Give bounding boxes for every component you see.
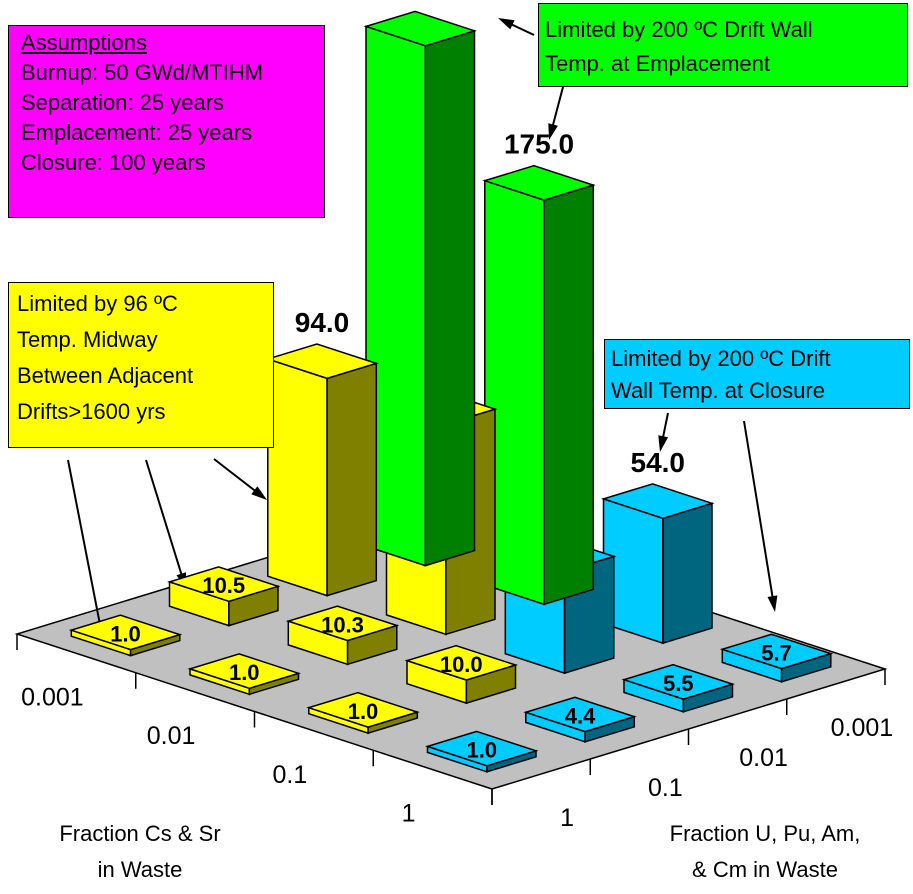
y-axis-tick-label: 0.01 bbox=[739, 744, 788, 772]
annotation-closure-line: Limited by 200 ºC Drift bbox=[611, 346, 831, 371]
bar: 1.0 bbox=[306, 691, 420, 735]
bar: 4.4 bbox=[523, 696, 637, 743]
bar-value-label: 94.0 bbox=[295, 307, 350, 338]
bar: 5.5 bbox=[621, 663, 735, 713]
annotation-arrow bbox=[67, 459, 103, 635]
assumptions-heading: Assumptions bbox=[21, 30, 147, 55]
bar: 5.7 bbox=[719, 633, 834, 683]
bar-value-label: 175.0 bbox=[504, 129, 574, 160]
bar-top-face bbox=[285, 605, 400, 642]
bar-right-face bbox=[662, 502, 713, 645]
annotation-arrow bbox=[743, 420, 775, 602]
bar-value-label: 4.4 bbox=[565, 703, 596, 728]
annotation-96c-line: Limited by 96 ºC bbox=[17, 291, 178, 316]
bar-top-face bbox=[482, 164, 596, 201]
x-axis-title-line: Fraction Cs & Sr bbox=[59, 821, 221, 846]
annotation-arrowhead bbox=[548, 123, 558, 140]
bar-top-face bbox=[719, 633, 834, 670]
bar-top-face bbox=[404, 644, 518, 681]
x-axis-tick-label: 0.001 bbox=[21, 683, 84, 711]
bar-value-label: 5.7 bbox=[761, 640, 792, 665]
bar: 1.0 bbox=[425, 730, 539, 773]
bar-top-face bbox=[265, 343, 379, 380]
y-axis-title-line: & Cm in Waste bbox=[692, 857, 838, 882]
bar-value-label: 10.5 bbox=[202, 573, 245, 598]
bar-top-face bbox=[306, 691, 420, 728]
x-axis-tick-label: 0.1 bbox=[272, 761, 307, 789]
bar: 54.0 bbox=[601, 447, 715, 645]
bar: 1.0 bbox=[68, 614, 183, 657]
bar-left-face bbox=[267, 357, 328, 597]
bar: 10.5 bbox=[167, 566, 281, 627]
bar-value-label: 10.3 bbox=[321, 612, 364, 637]
bar-value-label: 1.0 bbox=[110, 621, 141, 646]
annotation-arrowhead bbox=[498, 18, 515, 30]
bar-value-label: 225.0 bbox=[385, 0, 455, 5]
x-axis-title: Fraction Cs & Sr in Waste bbox=[10, 816, 270, 888]
y-axis-tick-label: 0.001 bbox=[831, 714, 894, 742]
bar-right-face bbox=[424, 29, 476, 567]
annotation-emplacement-line: Temp. at Emplacement bbox=[545, 51, 770, 76]
annotation-arrow bbox=[213, 458, 259, 494]
bar-right-face bbox=[543, 184, 595, 606]
x-axis-tick-label: 1 bbox=[402, 800, 416, 828]
bar-top-face bbox=[425, 730, 539, 767]
assumption-burnup: Burnup: 50 GWd/MTIHM bbox=[21, 60, 264, 85]
y-axis-title: Fraction U, Pu, Am, & Cm in Waste bbox=[620, 816, 910, 888]
bar: 94.0 bbox=[265, 307, 379, 597]
annotation-arrowhead bbox=[251, 486, 267, 500]
assumption-closure: Closure: 100 years bbox=[21, 150, 206, 175]
annotation-arrow bbox=[145, 459, 184, 579]
bar-value-label: 5.5 bbox=[663, 671, 694, 696]
bar-top-face bbox=[601, 483, 715, 520]
annotation-arrow bbox=[550, 86, 564, 130]
x-axis-title-line: in Waste bbox=[97, 857, 183, 882]
assumptions-box: Assumptions Burnup: 50 GWd/MTIHM Separat… bbox=[8, 25, 325, 218]
bar-value-label: 54.0 bbox=[631, 447, 686, 478]
annotation-96c-limit: Limited by 96 ºC Temp. Midway Between Ad… bbox=[8, 282, 274, 448]
assumption-emplacement: Emplacement: 25 years bbox=[21, 120, 253, 145]
bar-top-face bbox=[621, 663, 735, 700]
bar: 225.0 bbox=[363, 0, 477, 567]
y-axis-tick-label: 0.1 bbox=[648, 774, 683, 802]
bar-value-label: 1.0 bbox=[229, 660, 260, 685]
annotation-emplacement-line: Limited by 200 ºC Drift Wall bbox=[545, 17, 813, 42]
annotation-96c-line: Drifts>1600 yrs bbox=[17, 399, 166, 424]
annotation-emplacement-limit: Limited by 200 ºC Drift Wall Temp. at Em… bbox=[538, 3, 908, 87]
bar-value-label: 1.0 bbox=[348, 699, 379, 724]
bar-top-face bbox=[167, 566, 281, 603]
bar: 1.0 bbox=[187, 653, 301, 696]
bar-value-label: 1.0 bbox=[466, 738, 497, 763]
x-axis-tick-label: 0.01 bbox=[147, 722, 196, 750]
bar: 10.0 bbox=[404, 644, 518, 705]
annotation-arrowhead bbox=[658, 435, 669, 452]
bar: 175.0 bbox=[482, 129, 596, 606]
assumption-separation: Separation: 25 years bbox=[21, 90, 225, 115]
bar: 10.3 bbox=[285, 605, 400, 666]
annotation-96c-line: Between Adjacent bbox=[17, 363, 194, 388]
bar-top-face bbox=[523, 696, 637, 733]
bar-right-face bbox=[326, 362, 378, 597]
annotation-arrowhead bbox=[767, 595, 778, 612]
y-axis-title-line: Fraction U, Pu, Am, bbox=[669, 821, 861, 846]
y-axis-tick-label: 1 bbox=[560, 804, 574, 832]
bar-top-face bbox=[363, 10, 477, 47]
bar-top-face bbox=[68, 614, 183, 651]
bar-value-label: 10.0 bbox=[440, 652, 483, 677]
annotation-closure-line: Wall Temp. at Closure bbox=[611, 378, 825, 403]
bar-top-face bbox=[187, 653, 301, 690]
annotation-closure-limit: Limited by 200 ºC Drift Wall Temp. at Cl… bbox=[604, 339, 910, 409]
annotation-96c-line: Temp. Midway bbox=[17, 327, 158, 352]
